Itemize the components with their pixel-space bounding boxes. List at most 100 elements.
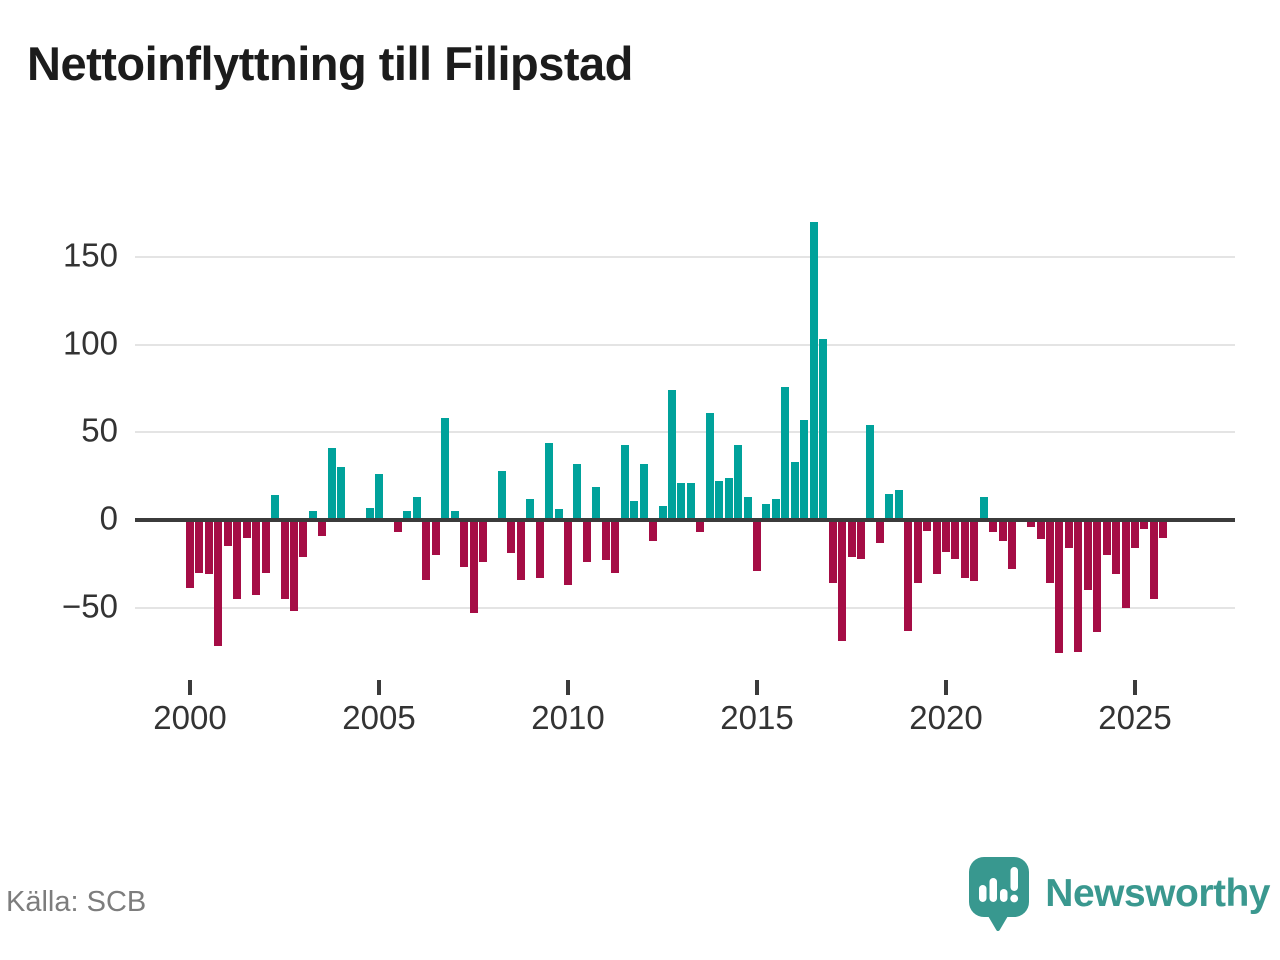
x-tick-2025 <box>1133 680 1137 695</box>
y-axis-label-0: 0 <box>99 499 118 537</box>
bar-2020-q2 <box>951 520 960 559</box>
x-axis-label-2000: 2000 <box>153 699 227 736</box>
bar-2017-q1 <box>828 520 837 584</box>
newsworthy-brand[interactable]: Newsworthy <box>968 856 1270 931</box>
bar-2002-q2 <box>271 495 280 520</box>
bar-2008-q4 <box>516 520 525 580</box>
bar-2006-q1 <box>412 497 421 520</box>
bar-2024-q4 <box>1121 520 1130 608</box>
bar-2010-q2 <box>573 463 582 520</box>
bar-2020-q4 <box>970 520 979 582</box>
x-tick-2020 <box>944 680 948 695</box>
bar-2001-q4 <box>252 520 261 596</box>
bar-2024-q3 <box>1112 520 1121 575</box>
bar-2016-q4 <box>819 339 828 520</box>
bar-2021-q1 <box>979 497 988 520</box>
bar-2001-q1 <box>223 520 232 547</box>
bar-2019-q4 <box>932 520 941 575</box>
bar-2001-q2 <box>233 520 242 599</box>
x-axis-label-2020: 2020 <box>909 699 983 736</box>
bar-2023-q4 <box>1083 520 1092 591</box>
bar-2009-q1 <box>526 498 535 520</box>
bar-2013-q2 <box>686 483 695 520</box>
bar-2000-q4 <box>214 520 223 647</box>
x-axis-label-2015: 2015 <box>720 699 794 736</box>
bar-2007-q1 <box>450 511 459 520</box>
chart-title: Nettoinflyttning till Filipstad <box>27 37 633 90</box>
bar-2025-q3 <box>1149 520 1158 599</box>
bar-2003-q3 <box>318 520 327 536</box>
x-tick-2010 <box>566 680 570 695</box>
bar-2012-q2 <box>649 520 658 542</box>
gridline--50 <box>135 606 1235 609</box>
bar-2015-q1 <box>753 520 761 571</box>
bar-2000-q2 <box>195 520 204 573</box>
bar-2007-q4 <box>478 520 487 563</box>
bar-2020-q1 <box>942 520 950 552</box>
bar-2005-q3 <box>393 520 402 533</box>
bar-2013-q1 <box>677 483 686 520</box>
bar-2008-q2 <box>497 470 506 520</box>
bar-2023-q3 <box>1074 520 1083 652</box>
x-axis-zero-line <box>135 518 1235 522</box>
bar-2018-q3 <box>885 493 894 520</box>
bar-2006-q3 <box>431 520 440 556</box>
bar-2003-q1 <box>299 520 308 557</box>
bar-2016-q3 <box>809 221 818 520</box>
x-axis-label-2010: 2010 <box>531 699 605 736</box>
bar-2015-q2 <box>762 504 771 520</box>
bar-2004-q4 <box>365 507 374 520</box>
bar-2024-q1 <box>1093 520 1102 633</box>
x-axis-label-2025: 2025 <box>1098 699 1172 736</box>
bar-2018-q4 <box>894 490 903 520</box>
bar-2002-q1 <box>261 520 270 573</box>
bar-2023-q2 <box>1064 520 1073 549</box>
y-axis-label-50: 50 <box>81 411 118 449</box>
newsworthy-wordmark[interactable]: Newsworthy <box>1045 871 1270 915</box>
bar-2006-q4 <box>441 418 450 520</box>
bar-2000-q1 <box>186 520 194 589</box>
bar-2010-q1 <box>564 520 572 585</box>
bar-2014-q3 <box>734 444 743 520</box>
x-tick-2005 <box>377 680 381 695</box>
bar-2017-q3 <box>847 520 856 557</box>
bar-2011-q4 <box>630 500 639 520</box>
bar-2022-q4 <box>1045 520 1054 584</box>
bar-2017-q2 <box>838 520 847 642</box>
bar-2006-q2 <box>422 520 431 580</box>
bar-2007-q3 <box>469 520 478 613</box>
bar-2021-q2 <box>989 520 998 533</box>
gridline-100 <box>135 343 1235 346</box>
bar-2023-q1 <box>1055 520 1064 654</box>
bar-2003-q2 <box>308 511 317 520</box>
bar-2016-q2 <box>800 420 809 520</box>
bar-2025-q1 <box>1131 520 1139 549</box>
bar-2012-q3 <box>658 505 667 520</box>
bar-2025-q4 <box>1159 520 1168 538</box>
bar-2005-q4 <box>403 511 412 520</box>
bar-2005-q1 <box>375 474 383 520</box>
x-tick-2015 <box>755 680 759 695</box>
bar-2009-q3 <box>545 442 554 520</box>
gridline-50 <box>135 431 1235 434</box>
bar-2007-q2 <box>460 520 469 568</box>
bar-2011-q1 <box>601 520 610 561</box>
bar-2021-q4 <box>1008 520 1017 570</box>
newsworthy-logo-icon[interactable] <box>968 856 1030 931</box>
bar-2002-q4 <box>289 520 298 612</box>
source-label: Källa: SCB <box>6 886 147 918</box>
y-axis-label-100: 100 <box>62 324 118 362</box>
bar-2014-q2 <box>724 477 733 520</box>
bar-2011-q3 <box>620 444 629 520</box>
bar-2019-q1 <box>904 520 913 631</box>
bar-2021-q3 <box>998 520 1007 542</box>
bar-2016-q1 <box>790 462 799 520</box>
bar-2010-q4 <box>592 486 601 520</box>
bar-2024-q2 <box>1102 520 1111 556</box>
x-tick-2000 <box>188 680 192 695</box>
bar-2010-q3 <box>582 520 591 563</box>
bar-2025-q2 <box>1140 520 1149 529</box>
bar-2012-q4 <box>667 390 676 520</box>
bar-2015-q4 <box>781 386 790 520</box>
